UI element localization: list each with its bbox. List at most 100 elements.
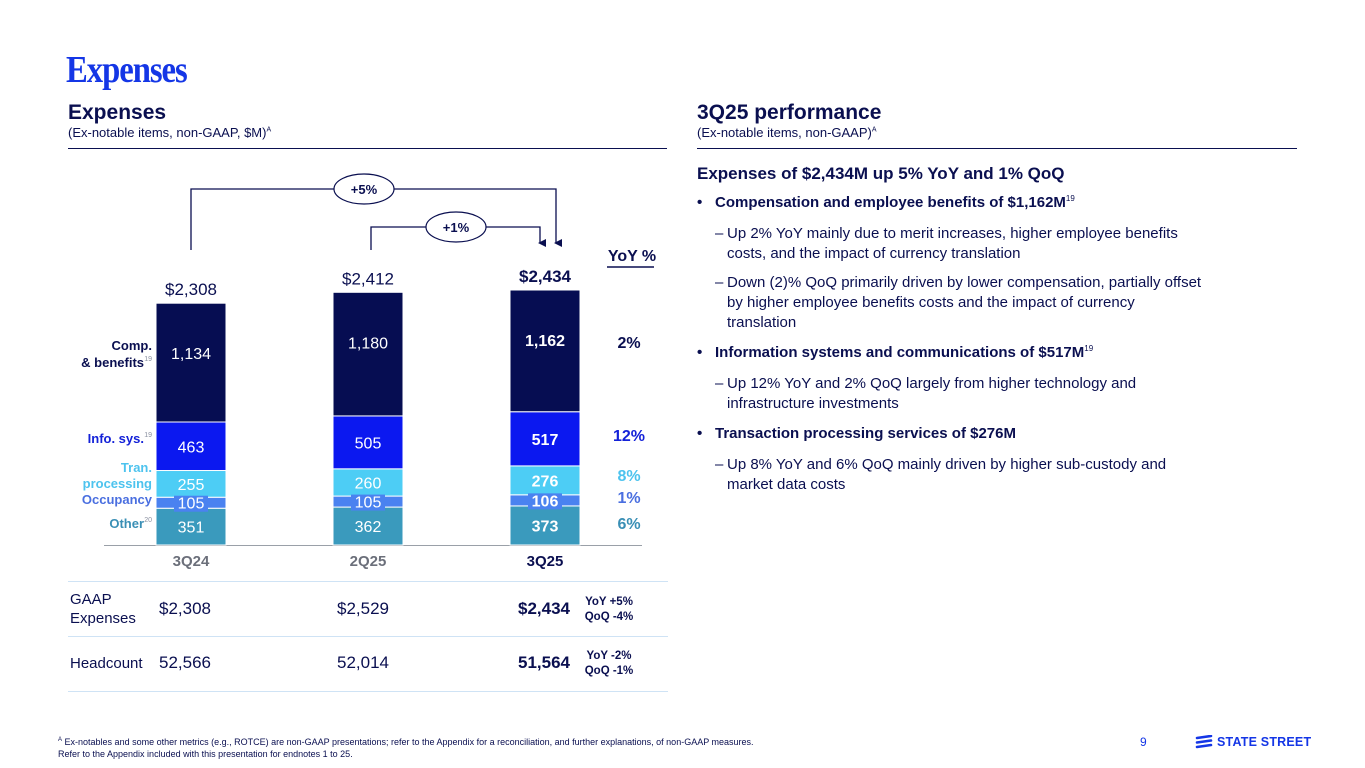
dash-marker: – (715, 225, 724, 242)
yoy-growth-bubble (333, 173, 395, 205)
brand-name: STATE STREET (1217, 735, 1312, 749)
performance-subtitle-text: (Ex-notable items, non-GAAP) (697, 125, 872, 140)
slide-title: Expenses (66, 49, 188, 91)
legend-label: Occupancy (82, 492, 153, 507)
bar-segment-comp-benefits (332, 291, 404, 417)
table-change-values: YoY -2% QoQ -1% (580, 649, 638, 679)
data-label: 517 (532, 432, 559, 449)
sub-bullet-line: Up 12% YoY and 2% QoQ largely from highe… (727, 375, 1137, 392)
category-label: 3Q25 (527, 553, 564, 570)
labels-layer: 351 105 255 463 1,134 $2,308 3Q24 362 105 260 505 1… (81, 248, 656, 570)
qoq-growth-bubble (425, 211, 487, 243)
qoq-growth-label: +1% (443, 220, 470, 235)
performance-headline: Expenses of $2,434M up 5% YoY and 1% QoQ (697, 164, 1065, 183)
brand-logo: STATE STREET (1195, 735, 1311, 749)
bullet-text: Transaction processing services of $276M (715, 425, 1016, 442)
total-label: $2,308 (165, 280, 217, 299)
total-label: $2,412 (342, 269, 394, 288)
table-cell-value: $2,434 (518, 599, 570, 618)
data-label: 260 (355, 475, 382, 492)
table-row-divider (68, 636, 668, 637)
sub-bullet-item: – Up 12% YoY and 2% QoQ largely from high… (715, 374, 1305, 414)
section-divider (68, 148, 667, 149)
yoy-change: YoY +5% (585, 596, 633, 608)
footnote-line-2: Refer to the Appendix included with this… (58, 749, 353, 759)
page-number: 9 (1140, 735, 1147, 749)
bullet-dot: • (697, 194, 703, 211)
bar-segment-comp-benefits (155, 302, 227, 423)
data-label: 276 (532, 473, 559, 490)
total-label: $2,434 (519, 267, 572, 286)
dash-marker: – (715, 375, 724, 392)
bar-segment-info-sys- (155, 421, 227, 472)
data-label: 105 (355, 495, 382, 512)
bar-segment-comp-benefits (509, 289, 581, 413)
yoy-value: 12% (613, 428, 645, 445)
expenses-stacked-bar-chart: 351 105 255 463 1,134 $2,308 3Q24 362 105 260 505 1… (81, 173, 656, 570)
table-cell-value: $2,308 (159, 599, 211, 618)
bullet-item: • Compensation and employee benefits of $… (697, 194, 1075, 211)
table-row-divider (68, 691, 668, 692)
bullet-text: Information systems and communications o… (715, 344, 1085, 361)
sub-bullet-line: by higher employee benefits costs and th… (727, 294, 1135, 311)
chart-subtitle-text: (Ex-notable items, non-GAAP, $M) (68, 125, 267, 140)
bullet-item: • Information systems and communications … (697, 344, 1093, 361)
bar-segment-info-sys- (332, 415, 404, 470)
sub-bullet-line: Up 8% YoY and 6% QoQ mainly driven by hi… (727, 456, 1167, 473)
qoq-change: QoQ -4% (584, 611, 634, 623)
legend-label: processing (83, 476, 152, 491)
table-row-label: GAAP Expenses (70, 591, 136, 627)
bullet-text: Compensation and employee benefits of $1… (715, 194, 1066, 211)
sub-bullet-line: Down (2)% QoQ primarily driven by lower … (727, 274, 1202, 291)
yoy-value: 8% (617, 468, 640, 485)
footnote-ref: 19 (1065, 194, 1075, 203)
sub-bullet-line: infrastructure investments (727, 395, 899, 412)
bullet-item: • Transaction processing services of $276… (697, 425, 1016, 442)
data-label: 362 (355, 519, 382, 536)
data-label: 351 (178, 520, 205, 537)
data-label: 1,162 (525, 333, 565, 350)
data-label: 1,180 (348, 335, 388, 352)
data-label: 1,134 (171, 346, 211, 363)
legend-footnote-ref: 19 (144, 432, 152, 439)
bar-segment-tran-processing (332, 468, 404, 497)
table-cell-value: 52,566 (159, 653, 211, 672)
section-divider (697, 148, 1297, 149)
bar-segment-other (332, 506, 404, 546)
data-label: 373 (532, 518, 559, 535)
growth-annotations: +5% +1% (190, 173, 562, 250)
legend-label: Comp. (112, 338, 152, 353)
sub-bullet-line: costs, and the impact of currency transl… (727, 245, 1021, 262)
legend-label: Tran. (121, 460, 152, 475)
yoy-change: YoY -2% (586, 650, 632, 662)
yoy-value: 1% (617, 490, 640, 507)
bar-segment-other (509, 505, 581, 546)
dash-marker: – (715, 456, 724, 473)
yoy-header: YoY % (608, 248, 656, 265)
footnote-ref: A (266, 126, 272, 134)
qoq-change: QoQ -1% (584, 665, 634, 677)
bullet-dot: • (697, 344, 703, 361)
data-label: 255 (178, 477, 205, 494)
chart-section-subtitle: (Ex-notable items, non-GAAP, $M)A (68, 125, 271, 140)
footnote-ref: A (871, 126, 877, 134)
bullet-dot: • (697, 425, 703, 442)
footnote-marker: A (58, 737, 63, 743)
sub-bullet-line: market data costs (727, 476, 846, 493)
bar-segment-other (155, 507, 227, 546)
legend-label: Other (109, 516, 144, 531)
table-change-values: YoY +5% QoQ -4% (580, 595, 638, 625)
footnote-text-1: Ex-notables and some other metrics (e.g.… (64, 737, 754, 747)
table-row-label: Headcount (70, 655, 143, 672)
chart-section-title: Expenses (68, 101, 167, 124)
occupancy-label-bg (174, 495, 208, 512)
table-cell-value: 52,014 (337, 653, 389, 672)
footnote-line-1: A Ex-notables and some other metrics (e.… (58, 734, 754, 748)
occupancy-label-bg (351, 494, 385, 511)
table-row-divider (68, 581, 668, 582)
yoy-value: 6% (617, 516, 640, 533)
table-cell-value: 51,564 (518, 653, 570, 672)
sub-bullet-item: – Up 2% YoY mainly due to merit increases… (715, 224, 1305, 264)
data-label: 505 (355, 435, 382, 452)
legend-footnote-ref: 20 (144, 517, 152, 524)
